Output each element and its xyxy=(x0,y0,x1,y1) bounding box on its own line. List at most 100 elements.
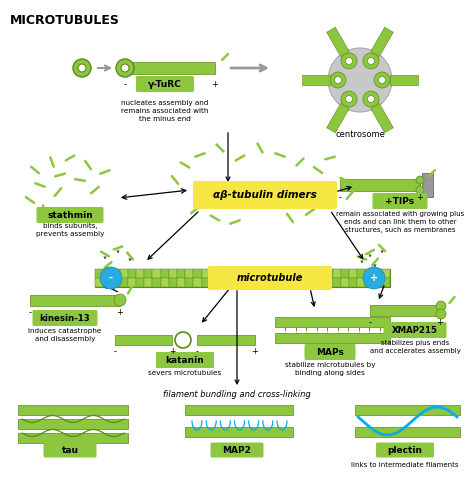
Text: MICROTUBULES: MICROTUBULES xyxy=(10,14,120,27)
Text: kinesin-13: kinesin-13 xyxy=(40,313,91,323)
Circle shape xyxy=(100,267,122,289)
Bar xyxy=(357,278,365,287)
FancyBboxPatch shape xyxy=(36,207,103,223)
Bar xyxy=(374,269,382,278)
Bar xyxy=(355,427,460,437)
Text: +TIPs: +TIPs xyxy=(385,196,415,206)
Bar xyxy=(283,269,292,278)
FancyBboxPatch shape xyxy=(44,442,97,457)
FancyBboxPatch shape xyxy=(383,322,447,338)
Text: centrosome: centrosome xyxy=(335,130,385,139)
Bar xyxy=(169,269,177,278)
Bar xyxy=(152,269,161,278)
Bar xyxy=(292,269,300,278)
Text: remain associated with growing plus
ends and can link them to other
structures, : remain associated with growing plus ends… xyxy=(336,211,464,233)
Circle shape xyxy=(346,57,353,65)
Bar xyxy=(382,278,390,287)
Bar xyxy=(103,269,111,278)
Bar xyxy=(341,269,349,278)
Bar xyxy=(193,269,201,278)
Bar xyxy=(374,278,382,287)
Bar xyxy=(95,278,103,287)
Bar xyxy=(316,269,324,278)
Circle shape xyxy=(116,59,134,77)
Text: +: + xyxy=(117,308,123,317)
Bar xyxy=(18,433,128,443)
Bar xyxy=(18,405,128,415)
Circle shape xyxy=(175,332,191,348)
Text: stathmin: stathmin xyxy=(47,210,93,220)
Text: -: - xyxy=(196,347,199,356)
Bar xyxy=(185,269,193,278)
Polygon shape xyxy=(390,75,418,85)
Circle shape xyxy=(363,53,379,69)
Bar xyxy=(115,335,172,345)
Polygon shape xyxy=(371,104,393,133)
Circle shape xyxy=(73,59,91,77)
Circle shape xyxy=(374,72,390,88)
Text: αβ-tubulin dimers: αβ-tubulin dimers xyxy=(213,190,317,200)
Bar xyxy=(333,278,341,287)
Bar xyxy=(234,269,243,278)
Circle shape xyxy=(78,64,86,72)
Bar xyxy=(210,278,218,287)
Bar xyxy=(243,278,251,287)
Bar xyxy=(259,269,267,278)
Bar xyxy=(340,179,420,191)
Bar xyxy=(283,278,292,287)
Circle shape xyxy=(436,309,446,319)
FancyBboxPatch shape xyxy=(156,352,214,368)
Bar xyxy=(161,278,169,287)
Circle shape xyxy=(379,76,385,84)
Bar xyxy=(128,278,136,287)
Bar xyxy=(341,278,349,287)
Bar xyxy=(128,269,136,278)
Text: +: + xyxy=(437,318,444,327)
Circle shape xyxy=(121,64,129,72)
Bar xyxy=(169,278,177,287)
Bar xyxy=(177,278,185,287)
Text: stabilizes plus ends
and accelerates assembly: stabilizes plus ends and accelerates ass… xyxy=(370,340,460,354)
Bar xyxy=(136,278,144,287)
Circle shape xyxy=(341,53,357,69)
Bar xyxy=(185,405,293,415)
Bar xyxy=(144,278,152,287)
Bar xyxy=(152,278,161,287)
Bar xyxy=(267,278,275,287)
Bar xyxy=(251,269,259,278)
Text: γ-TuRC: γ-TuRC xyxy=(148,80,182,88)
Bar xyxy=(95,269,390,287)
Text: induces catastrophe
and disassembly: induces catastrophe and disassembly xyxy=(28,328,102,342)
Bar xyxy=(144,269,152,278)
Circle shape xyxy=(416,176,424,184)
Bar xyxy=(275,317,390,327)
Circle shape xyxy=(367,96,374,103)
Polygon shape xyxy=(327,104,349,133)
Text: -: - xyxy=(368,318,372,327)
Bar xyxy=(111,269,119,278)
Text: filament bundling and cross-linking: filament bundling and cross-linking xyxy=(163,390,311,399)
Bar xyxy=(218,278,226,287)
Bar xyxy=(210,269,218,278)
Bar xyxy=(185,427,293,437)
Polygon shape xyxy=(302,75,330,85)
Text: +: + xyxy=(169,347,175,356)
Bar xyxy=(103,278,111,287)
Bar xyxy=(300,278,308,287)
FancyBboxPatch shape xyxy=(193,181,337,209)
Text: severs microtubules: severs microtubules xyxy=(148,370,222,376)
Text: -: - xyxy=(113,347,117,356)
Bar xyxy=(185,278,193,287)
Text: XMAP215: XMAP215 xyxy=(392,326,438,334)
Circle shape xyxy=(436,301,446,311)
Text: tau: tau xyxy=(62,446,79,454)
Bar xyxy=(349,269,357,278)
Bar xyxy=(259,278,267,287)
Text: -: - xyxy=(28,308,31,317)
Bar xyxy=(355,405,460,415)
Text: -: - xyxy=(124,80,127,89)
Text: microtubule: microtubule xyxy=(237,273,303,283)
Bar xyxy=(308,278,316,287)
Bar xyxy=(251,278,259,287)
Circle shape xyxy=(330,72,346,88)
